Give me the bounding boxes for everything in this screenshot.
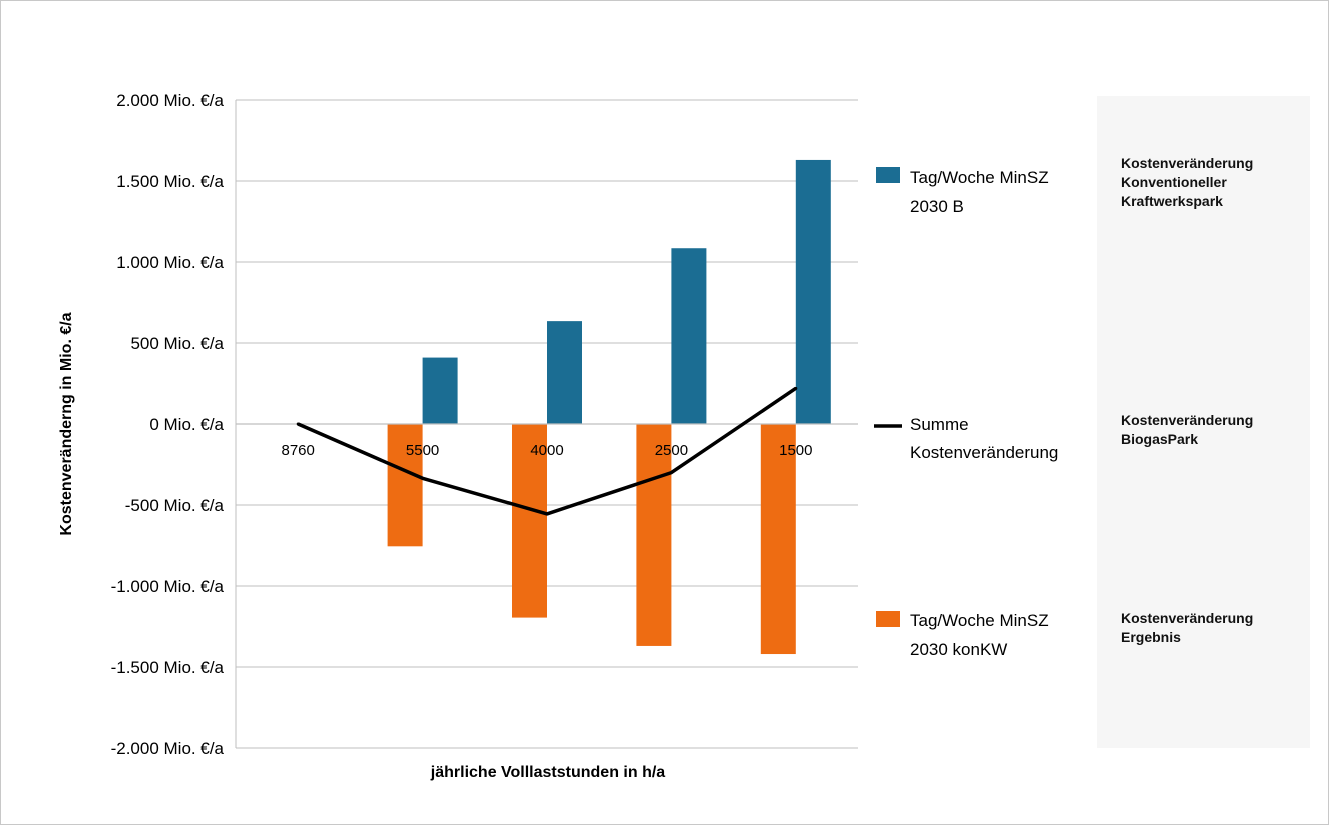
bar-tag-woche-minsz-2030-b-4000 bbox=[547, 321, 582, 424]
legend-swatch-2030-konkw bbox=[876, 611, 900, 627]
y-tick-label-5: -500 Mio. €/a bbox=[125, 496, 225, 515]
y-tick-label-0: 2.000 Mio. €/a bbox=[116, 91, 224, 110]
legend-label-2030-konkw-line2: 2030 konKW bbox=[910, 640, 1007, 659]
y-tick-label-1: 1.500 Mio. €/a bbox=[116, 172, 224, 191]
bar-tag-woche-minsz-2030-b-5500 bbox=[422, 357, 458, 424]
legend-label-summe-line1: Summe bbox=[910, 415, 969, 434]
legend-label-2030-b-line1: Tag/Woche MinSZ bbox=[910, 168, 1049, 187]
line-point-1500 bbox=[794, 386, 798, 390]
line-point-5500 bbox=[421, 476, 425, 480]
sum-line-layer bbox=[296, 386, 798, 516]
bar-tag-woche-minsz-2030-b-1500 bbox=[795, 159, 831, 424]
y-axis-ticks: 2.000 Mio. €/a 1.500 Mio. €/a 1.000 Mio. €… bbox=[111, 91, 225, 758]
legend-label-2030-b-line2: 2030 B bbox=[910, 197, 964, 216]
y-tick-label-2: 1.000 Mio. €/a bbox=[116, 253, 224, 272]
bars bbox=[387, 159, 831, 655]
y-tick-label-8: -2.000 Mio. €/a bbox=[111, 739, 225, 758]
y-axis-title: Kostenveränderng in Mio. €/a bbox=[58, 312, 75, 535]
line-point-8760 bbox=[296, 422, 300, 426]
legend-swatch-2030-b bbox=[876, 167, 900, 183]
bar-tag-woche-minsz-2030-konkw-5500 bbox=[387, 424, 423, 547]
x-axis-category-labels: 8760 5500 4000 2500 1500 bbox=[282, 442, 813, 459]
legend-label-summe-line2: Kostenveränderung bbox=[910, 443, 1058, 462]
x-tick-label-5500: 5500 bbox=[406, 442, 439, 459]
x-axis-title: jährliche Volllaststunden in h/a bbox=[430, 764, 666, 781]
y-tick-label-6: -1.000 Mio. €/a bbox=[111, 577, 225, 596]
y-tick-label-3: 500 Mio. €/a bbox=[130, 334, 224, 353]
note-ergebnis: Kostenveränderung Ergebnis bbox=[1121, 610, 1254, 645]
y-tick-label-4: 0 Mio. €/a bbox=[149, 415, 224, 434]
bar-tag-woche-minsz-2030-konkw-1500 bbox=[760, 424, 796, 655]
x-tick-label-4000: 4000 bbox=[530, 442, 563, 459]
line-point-4000 bbox=[545, 512, 549, 516]
line-point-2500 bbox=[669, 471, 673, 475]
bar-tag-woche-minsz-2030-b-2500 bbox=[671, 248, 707, 424]
y-tick-label-7: -1.500 Mio. €/a bbox=[111, 658, 225, 677]
legend: Tag/Woche MinSZ 2030 B Summe Kostenverän… bbox=[874, 167, 1058, 659]
note-biogaspark: Kostenveränderung BiogasPark bbox=[1121, 412, 1254, 447]
x-tick-label-8760: 8760 bbox=[282, 442, 315, 459]
x-tick-label-1500: 1500 bbox=[779, 442, 812, 459]
notes-panel: Kostenveränderung Konventioneller Kraftw… bbox=[1097, 96, 1310, 748]
bar-tag-woche-minsz-2030-konkw-4000 bbox=[512, 424, 547, 618]
x-tick-label-2500: 2500 bbox=[655, 442, 688, 459]
note-konventioneller-kraftwerkspark: Kostenveränderung Konventioneller Kraftw… bbox=[1121, 155, 1254, 209]
legend-label-2030-konkw-line1: Tag/Woche MinSZ bbox=[910, 611, 1049, 630]
bar-tag-woche-minsz-2030-konkw-2500 bbox=[636, 424, 672, 646]
